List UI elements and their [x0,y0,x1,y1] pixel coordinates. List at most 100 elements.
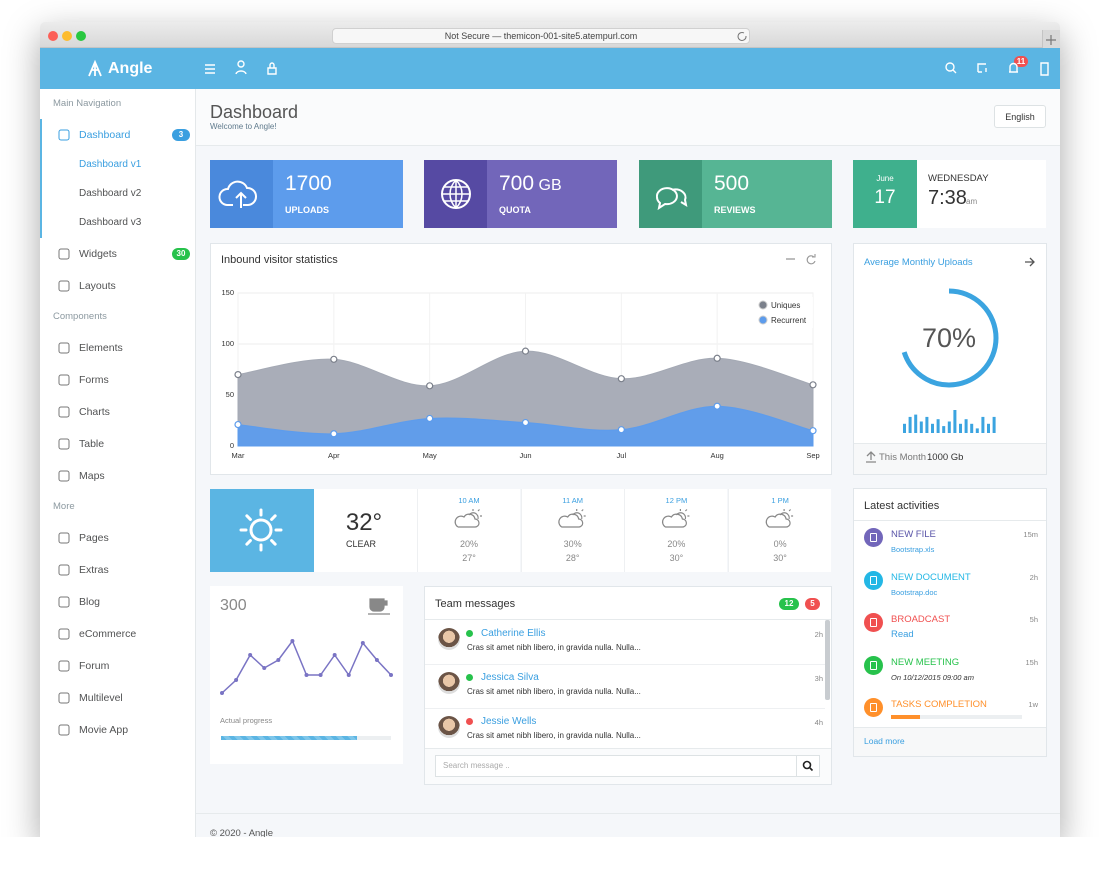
clock-date-area [853,160,917,228]
activity-detail: On 10/12/2015 09:00 am [891,672,974,682]
activity-title[interactable]: NEW DOCUMENT [891,571,971,583]
nav-item[interactable]: Pages [79,532,109,544]
progress-label: Actual progress [220,716,273,725]
activity-icon-glyph [870,703,877,712]
weather-current [314,489,417,572]
nav-item[interactable]: Charts [79,406,110,418]
nav-item[interactable]: Multilevel [79,692,123,704]
activity-title[interactable]: NEW MEETING [891,656,960,668]
stat-icon-area [424,160,487,228]
nav-item[interactable]: Blog [79,596,101,608]
nav-item[interactable]: Dashboard [79,129,131,141]
status-dot [466,674,473,681]
task-fill [891,715,920,719]
activity-detail[interactable]: Bootstrap.doc [891,587,938,597]
message-divider [425,708,825,709]
forecast-time: 12 PM [665,496,688,505]
avatar [438,672,460,694]
nav-item[interactable]: Elements [79,342,123,354]
forecast-time: 10 AM [458,496,480,505]
notification-badge [1014,56,1028,67]
weather-condition: CLEAR [345,539,377,549]
stat-box [273,160,403,228]
nav-badge-text: 3 [178,130,184,139]
nav-item[interactable]: Movie App [79,724,129,736]
stat-icon-area [210,160,273,228]
nav-item[interactable]: eCommerce [79,628,137,640]
forecast-cell [728,489,832,572]
message-divider [425,664,825,665]
forecast-temperature: 30° [669,553,684,563]
uploads-title[interactable]: Average Monthly Uploads [864,257,973,268]
address-text: Not Secure — themicon-001-site5.atempurl… [444,31,638,41]
message-time: 2h [814,630,823,639]
nav-item[interactable]: Widgets [79,248,117,260]
new-tab-button[interactable] [1042,30,1060,48]
page-title: Dashboard [210,102,299,122]
top-navbar [40,48,1060,89]
nav-item[interactable]: Layouts [79,280,116,292]
message-count-badge [779,598,799,610]
sidebar-heading: Components [53,311,107,322]
activity-icon-glyph [870,575,877,585]
activity-icon-glyph [870,660,877,670]
forecast-cell [417,489,520,572]
activity-detail[interactable]: Read [891,629,914,640]
nav-badge [172,129,190,141]
load-more[interactable]: Load more [864,736,905,746]
weather-temperature: 32° [345,509,383,536]
nav-item[interactable]: Maps [79,470,105,482]
activity-detail[interactable]: Bootstrap.xls [891,545,935,554]
forecast-precipitation: 0% [773,539,787,549]
progress-widget-value: 300 [220,597,247,614]
uploads-footer-value: 1000 Gb [927,452,964,463]
search-button[interactable] [796,755,820,777]
activity-title[interactable]: TASKS COMPLETION [891,699,987,710]
nav-item[interactable]: Forum [79,660,110,672]
message-text: Cras sit amet nibh libero, in gravida nu… [467,643,641,652]
messages-title: Team messages [435,598,516,610]
language-button[interactable] [994,105,1046,128]
activity-icon [864,698,883,717]
clock-weekday: WEDNESDAY [928,173,989,184]
activity-time: 1w [1028,700,1038,709]
activity-title[interactable]: NEW FILE [891,529,936,540]
message-author[interactable]: Jessie Wells [481,716,537,727]
activity-time: 2h [1029,572,1038,582]
message-text: Cras sit amet nibh libero, in gravida nu… [467,687,641,696]
activity-title[interactable]: BROADCAST [891,614,951,625]
activities-title: Latest activities [864,500,940,512]
nav-item[interactable]: Table [79,438,105,450]
page-subtitle: Welcome to Angle! [210,122,277,131]
forecast-temperature: 30° [773,553,787,563]
activities-panel [853,488,1047,757]
nav-subitem[interactable]: Dashboard v3 [79,217,142,228]
forecast-precipitation: 30% [563,539,582,549]
nav-item[interactable]: Extras [79,564,109,576]
message-text: Cras sit amet nibh libero, in gravida nu… [467,731,641,740]
forecast-cell [520,489,624,572]
search-placeholder: Search message .. [443,761,510,770]
activity-time: 5h [1029,615,1038,624]
nav-item[interactable]: Forms [79,374,109,386]
message-author[interactable]: Catherine Ellis [481,628,546,639]
forecast-temperature: 27° [462,553,476,563]
nav-badge [172,248,190,260]
brand[interactable]: Angle [108,60,153,77]
nav-subitem[interactable]: Dashboard v1 [79,159,142,170]
clock-box [917,160,1046,228]
sidebar-heading: Main Navigation [53,98,122,109]
below-window [0,837,1100,894]
message-count-badge [805,598,820,610]
chart-title: Inbound visitor statistics [221,254,338,266]
nav-subitem[interactable]: Dashboard v2 [79,188,142,199]
stat-label: QUOTA [499,205,531,215]
avatar [438,628,460,650]
forecast-precipitation: 20% [459,539,479,549]
stat-value: 700 GB [499,172,562,195]
activity-time: 15h [1025,657,1038,667]
message-author[interactable]: Jessica Silva [481,672,539,683]
status-dot [466,630,473,637]
page-footer-line [196,813,1060,814]
